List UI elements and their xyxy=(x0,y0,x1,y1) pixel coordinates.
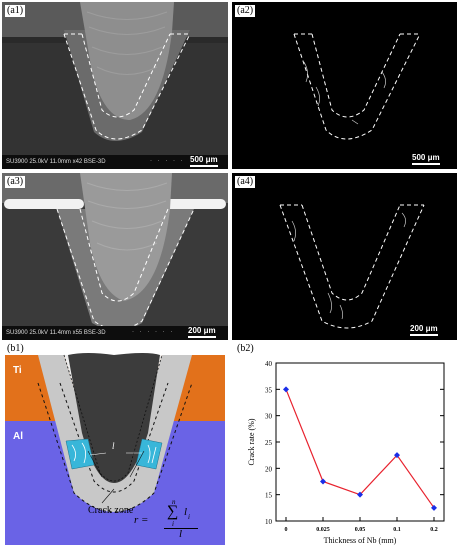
panel-tag-b2: (b2) xyxy=(235,343,256,355)
series-line xyxy=(285,389,435,509)
scale-line xyxy=(412,163,440,165)
crack-zone-boundary xyxy=(59,382,169,493)
panel-tag-a3: (a3) xyxy=(5,176,26,188)
sem-image-a1: (a1) SU3900 25.0kV 11.0mm x42 BSE-3D · ·… xyxy=(2,2,228,169)
chart-axes: 10 15 20 25 30 35 40 0 0.025 0.05 0.1 0.2 Thickness … xyxy=(247,360,445,545)
y-tick-label: 10 xyxy=(265,518,273,526)
data-point xyxy=(431,504,437,511)
crack-zone-pointer xyxy=(87,450,145,504)
sum-symbol: ∑ xyxy=(167,503,179,520)
sem-weld-cross-section xyxy=(2,173,228,340)
y-tick-label: 30 xyxy=(265,413,273,421)
crack-zone-edge xyxy=(63,354,163,482)
numerator-var: l xyxy=(184,506,188,518)
sem-info-text: SU3900 25.0kV 11.0mm x42 BSE-3D xyxy=(6,159,106,165)
crack-region-right xyxy=(135,438,163,470)
x-tick-label: 0.025 xyxy=(316,527,330,533)
x-tick-label: 0 xyxy=(285,527,288,533)
schematic-b1: (b1) Ti Al l Crack zone r = n ∑ i l i l xyxy=(2,343,228,548)
crack-outline-a2 xyxy=(293,33,421,140)
x-axis-label: Thickness of Nb (mm) xyxy=(324,536,397,545)
length-pointer xyxy=(89,452,142,456)
y-tick-label: 40 xyxy=(265,360,273,368)
y-tick-label: 20 xyxy=(265,465,273,473)
panel-tag-a2: (a2) xyxy=(235,5,256,17)
scale-label: 500 μm xyxy=(190,155,218,164)
formula-lhs: r = xyxy=(134,514,149,526)
data-point xyxy=(357,491,363,498)
chart-marks xyxy=(283,386,437,511)
scale-label: 200 μm xyxy=(188,326,216,335)
crack-rate-formula: r = n ∑ i l i l xyxy=(134,498,226,544)
al-label: Al xyxy=(13,431,23,442)
crack-line xyxy=(71,442,157,464)
fraction-bar xyxy=(164,528,198,529)
sum-lower-limit: i xyxy=(172,520,174,528)
crack-map-a4: (a4) 200 μm xyxy=(232,173,457,340)
x-tick-label: 0.2 xyxy=(430,527,438,533)
crack-rate-chart: 10 15 20 25 30 35 40 0 0.025 0.05 0.1 0.2 Thickness … xyxy=(247,360,445,545)
scale-label: 500 μm xyxy=(412,153,440,162)
x-tick-label: 0.1 xyxy=(393,527,401,533)
y-axis-label: Crack rate (%) xyxy=(247,418,256,465)
sum-upper-limit: n xyxy=(172,498,176,506)
y-tick-label: 25 xyxy=(265,439,273,447)
data-point xyxy=(283,386,289,393)
scale-dots: · · · · · · xyxy=(132,329,175,335)
crack-zone-boundary xyxy=(37,382,193,513)
sem-image-a3: (a3) SU3900 25.0kV 11.4mm x55 BSE-3D · ·… xyxy=(2,173,228,340)
scale-bar-a4: 200 μm xyxy=(410,324,438,336)
scale-line xyxy=(190,165,218,167)
y-tick-label: 15 xyxy=(265,492,273,500)
sem-info-bar: SU3900 25.0kV 11.4mm x55 BSE-3D · · · · … xyxy=(2,326,228,340)
scale-bar-a1: 500 μm xyxy=(190,155,218,167)
crack-map-a2: (a2) 500 μm xyxy=(232,2,457,169)
crack-zone-schematic xyxy=(5,353,225,545)
panel-tag-a4: (a4) xyxy=(235,176,256,188)
scale-dots: · · · · · xyxy=(150,158,185,164)
data-point xyxy=(320,478,326,485)
scale-line xyxy=(410,334,438,336)
denominator: l xyxy=(179,528,183,540)
crack-zone-label: Crack zone xyxy=(88,505,134,516)
y-tick-label: 35 xyxy=(265,386,273,394)
x-tick-label: 0.05 xyxy=(355,527,366,533)
scale-label: 200 μm xyxy=(410,324,438,333)
scale-bar-a2: 500 μm xyxy=(412,153,440,165)
numerator-sub: i xyxy=(188,513,190,521)
panel-tag-b1: (b1) xyxy=(5,343,26,355)
panel-tag-a1: (a1) xyxy=(5,5,26,17)
ti-label: Ti xyxy=(13,365,22,376)
sem-info-text: SU3900 25.0kV 11.4mm x55 BSE-3D xyxy=(6,330,106,336)
scale-bar-a3: 200 μm xyxy=(188,326,216,338)
crack-outline-a4 xyxy=(279,204,425,329)
sem-weld-cross-section xyxy=(2,2,228,169)
scale-line xyxy=(188,336,216,338)
chart-b2: (b2) 10 15 20 25 30 35 40 0 0.025 0.05 0.1 0.2 Thick… xyxy=(232,343,457,548)
data-point xyxy=(394,452,400,459)
crack-length-label: l xyxy=(112,441,115,451)
sem-info-bar: SU3900 25.0kV 11.0mm x42 BSE-3D · · · · … xyxy=(2,155,228,169)
welding-tool xyxy=(68,353,160,483)
